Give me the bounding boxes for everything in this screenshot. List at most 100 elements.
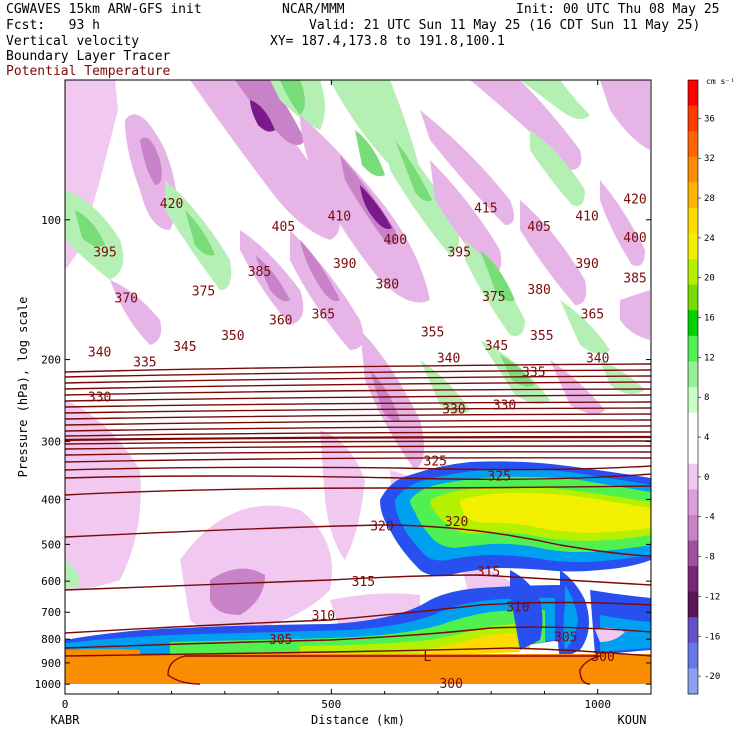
- isentrope: [65, 363, 651, 373]
- colorbar-swatch: [688, 233, 698, 260]
- colorbar-tick-label: 32: [704, 154, 715, 164]
- isentrope-label: 335: [133, 356, 156, 371]
- init-time: Init: 00 UTC Thu 08 May 25: [516, 2, 720, 17]
- isentrope-label: 310: [312, 609, 335, 624]
- vv-green-core: [355, 130, 385, 177]
- isentrope-labels: 420 420 415 410 410 405 405 400 400 395 395 390 390 3…: [88, 193, 647, 693]
- isentrope-label: 400: [623, 231, 646, 246]
- vv-pink-band: [430, 160, 502, 275]
- vv-pink-area: [595, 627, 625, 642]
- isentrope-label: 375: [192, 285, 215, 300]
- colorbar-swatch: [688, 514, 698, 541]
- colorbar-swatch: [688, 412, 698, 439]
- isentrope-label: 315: [477, 565, 500, 580]
- vv-pink-band: [600, 180, 645, 266]
- organization: NCAR/MMM: [282, 2, 345, 17]
- vv-pink-band: [520, 200, 587, 305]
- vv-purple-core: [140, 137, 162, 185]
- vv-green-core: [185, 210, 215, 256]
- isentrope-label: 325: [424, 455, 447, 470]
- tracer-orange-surface: [65, 654, 651, 684]
- colorbar-swatch: [688, 438, 698, 465]
- y-tick-label: 500: [41, 538, 61, 551]
- isentrope-label: 320: [445, 515, 468, 530]
- isentrope-label: 355: [421, 325, 444, 340]
- isentrope: [65, 451, 651, 456]
- isentrope-label: 410: [575, 210, 598, 225]
- isentrope-label: 405: [272, 220, 295, 235]
- x-tick-label: 0: [62, 698, 69, 711]
- isentrope-label: 395: [447, 245, 470, 260]
- vv-purple-core: [370, 370, 400, 422]
- vv-green-band: [420, 360, 470, 414]
- colorbar-frame: [687, 79, 699, 695]
- vv-purple-core: [210, 568, 265, 615]
- colorbar-tick-label: -20: [704, 672, 720, 682]
- colorbar-swatch: [688, 489, 698, 516]
- tracer-cyan-column: [563, 585, 578, 650]
- colorbar-swatch: [688, 642, 698, 669]
- vv-green-core: [480, 250, 515, 302]
- isentrope: [65, 425, 651, 432]
- vv-green-core: [395, 140, 432, 202]
- colorbar-tick-label: 36: [704, 114, 715, 124]
- isentrope-label: 420: [623, 193, 646, 208]
- isentrope-label: 305: [554, 631, 577, 646]
- isentrope-label: 300: [439, 677, 462, 692]
- forecast-hour: 93 h: [68, 18, 100, 33]
- y-tick-label: 800: [41, 633, 61, 646]
- colorbar-swatch: [688, 259, 698, 286]
- vv-pink-band: [620, 290, 650, 340]
- right-station-label: KOUN: [618, 713, 647, 727]
- colorbar-unit: cm s⁻¹: [706, 77, 735, 86]
- y-tick-label: 1000: [35, 678, 62, 691]
- vv-pink-band: [110, 280, 162, 345]
- isentrope: [65, 407, 651, 414]
- cross-section-endpoints: XY= 187.4,173.8 to 191.8,100.1: [270, 34, 505, 49]
- isentrope: [65, 465, 651, 471]
- isentrope: [65, 369, 651, 378]
- tracer-orange-surface: [65, 649, 140, 656]
- y-tick-label: 700: [41, 606, 61, 619]
- colorbar-swatch: [688, 80, 698, 107]
- colorbar-swatch: [688, 156, 698, 183]
- below-ground: [65, 684, 651, 694]
- isentrope: [65, 473, 651, 481]
- vv-green-core: [75, 210, 105, 247]
- colorbar-swatch: [688, 566, 698, 593]
- isentrope-label: 345: [173, 340, 196, 355]
- isentrope-label: 345: [485, 339, 508, 354]
- isentrope: [65, 445, 651, 450]
- valid-time: Valid: 21 UTC Sun 11 May 25 (16 CDT Sun …: [309, 18, 701, 33]
- isentrope-label: 390: [575, 257, 598, 272]
- colorbar-swatch: [688, 310, 698, 337]
- isentrope: [65, 457, 651, 463]
- colorbar-tick-label: -12: [704, 592, 720, 602]
- vv-pink-band: [360, 330, 424, 470]
- isentrope: [65, 574, 651, 591]
- colorbar-swatch: [688, 335, 698, 362]
- colorbar-tick-label: 12: [704, 353, 715, 363]
- isentrope: [65, 647, 651, 657]
- isentrope: [65, 440, 651, 445]
- isentrope: [65, 626, 651, 649]
- colorbar-swatch: [688, 617, 698, 644]
- isentrope-label: 380: [527, 283, 550, 298]
- vv-pink-area: [320, 430, 365, 560]
- vv-pink-band: [600, 80, 650, 150]
- isentrope-label: 385: [248, 265, 271, 280]
- isentrope-label: 385: [623, 271, 646, 286]
- vv-pink-band: [420, 110, 514, 225]
- isentrope-label: 405: [527, 220, 550, 235]
- y-tick-label: 600: [41, 575, 61, 588]
- vertical-velocity-field: [65, 80, 650, 470]
- isentrope: [65, 601, 651, 634]
- vv-darkpurple-core: [250, 100, 275, 132]
- isentrope-label: 365: [312, 307, 335, 322]
- y-tick-label: 200: [41, 354, 61, 367]
- isentrope: [65, 401, 651, 408]
- colorbar-swatch: [688, 540, 698, 567]
- colorbar-tick-label: 16: [704, 314, 715, 324]
- boundary-layer-tracer: [65, 461, 651, 694]
- isentrope: [65, 435, 651, 442]
